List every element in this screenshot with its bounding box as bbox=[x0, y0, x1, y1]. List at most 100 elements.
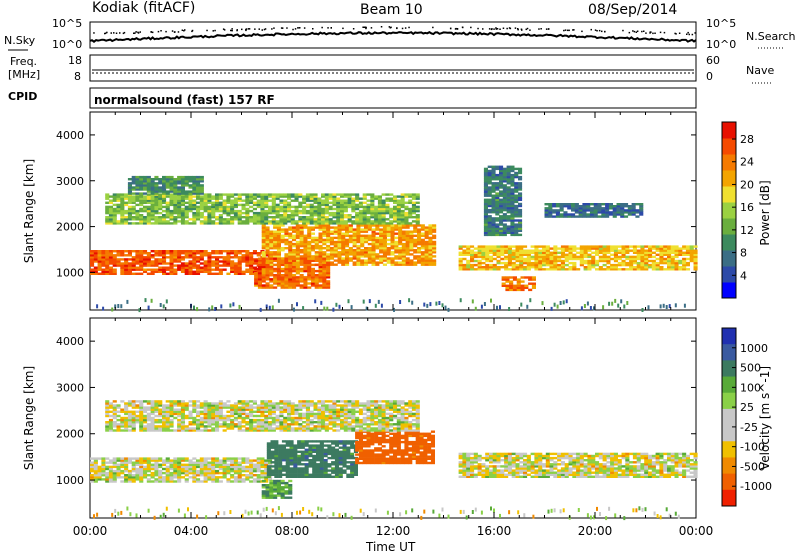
velocity-echo-cell bbox=[97, 467, 102, 471]
power-echo-cell bbox=[502, 180, 507, 183]
velocity-echo-cell bbox=[245, 461, 250, 464]
power-echo-cell bbox=[381, 214, 386, 217]
power-echo-cell bbox=[400, 199, 405, 202]
power-echo-cell bbox=[553, 249, 558, 252]
nsearch-dot bbox=[222, 28, 225, 30]
power-echo-cell bbox=[366, 209, 371, 213]
nsearch-dot bbox=[342, 27, 344, 30]
power-echo-cell bbox=[366, 220, 371, 223]
power-colorbar-frame bbox=[721, 121, 737, 299]
power-echo-cell bbox=[487, 165, 492, 168]
power-echo-cell bbox=[90, 268, 95, 271]
velocity-echo-cell bbox=[358, 443, 363, 446]
power-echo-cell bbox=[290, 214, 295, 217]
power-echo-cell bbox=[487, 229, 492, 232]
velocity-echo-cell bbox=[342, 465, 347, 468]
power-echo-cell bbox=[112, 272, 117, 275]
power-echo-cell bbox=[601, 211, 606, 214]
power-echo-cell bbox=[233, 252, 238, 255]
power-echo-cell bbox=[169, 222, 174, 225]
velocity-echo-cell bbox=[120, 465, 125, 469]
power-echo-cell bbox=[510, 167, 515, 171]
power-echo-cell bbox=[518, 192, 523, 195]
velocity-echo-cell bbox=[319, 456, 324, 460]
velocity-echo-cell bbox=[350, 463, 355, 466]
power-echo-cell bbox=[381, 211, 386, 215]
power-echo-cell bbox=[548, 205, 553, 208]
power-echo-cell bbox=[639, 205, 644, 208]
power-echo-cell bbox=[659, 247, 664, 250]
date-title: 08/Sep/2014 bbox=[588, 2, 677, 18]
power-echo-cell bbox=[337, 244, 342, 248]
power-echo-cell bbox=[574, 209, 579, 212]
power-echo-cell bbox=[371, 259, 376, 262]
power-echo-cell bbox=[518, 202, 523, 206]
power-echo-cell bbox=[146, 197, 151, 200]
velocity-echo-cell bbox=[323, 450, 328, 453]
velocity-echo-cell bbox=[319, 465, 324, 468]
power-echo-cell bbox=[135, 214, 140, 217]
power-echo-cell bbox=[499, 215, 504, 218]
power-echo-cell bbox=[337, 251, 342, 254]
power-ytick-label: 4000 bbox=[56, 129, 84, 142]
velocity-echo-cell bbox=[334, 450, 339, 453]
power-echo-cell bbox=[473, 268, 478, 271]
power-echo-cell bbox=[496, 247, 501, 250]
power-noise-cell bbox=[626, 301, 629, 305]
power-echo-cell bbox=[298, 193, 303, 196]
power-echo-cell bbox=[519, 251, 524, 254]
power-echo-cell bbox=[534, 261, 539, 265]
power-echo-cell bbox=[500, 266, 505, 269]
power-echo-cell bbox=[283, 214, 288, 217]
power-echo-cell bbox=[116, 197, 121, 200]
power-echo-cell bbox=[636, 253, 641, 256]
power-echo-cell bbox=[317, 203, 322, 207]
power-echo-cell bbox=[487, 233, 492, 237]
power-echo-cell bbox=[393, 209, 398, 213]
velocity-echo-cell bbox=[143, 459, 148, 462]
power-echo-cell bbox=[593, 209, 598, 212]
power-echo-cell bbox=[245, 201, 250, 204]
power-echo-cell bbox=[555, 215, 560, 218]
power-echo-cell bbox=[636, 249, 641, 252]
power-echo-cell bbox=[275, 205, 280, 209]
power-echo-cell bbox=[377, 211, 382, 215]
power-echo-cell bbox=[173, 182, 178, 185]
velocity-echo-cell bbox=[256, 459, 261, 462]
velocity-echo-cell bbox=[353, 467, 358, 470]
power-echo-cell bbox=[398, 242, 403, 246]
velocity-echo-cell bbox=[308, 446, 313, 449]
power-echo-cell bbox=[146, 260, 151, 263]
velocity-echo-cell bbox=[308, 475, 313, 478]
velocity-echo-cell bbox=[150, 465, 155, 469]
power-echo-cell bbox=[489, 266, 494, 269]
power-echo-cell bbox=[571, 205, 576, 208]
power-echo-cell bbox=[356, 247, 361, 250]
power-echo-cell bbox=[146, 186, 151, 189]
velocity-echo-cell bbox=[154, 461, 159, 464]
velocity-echo-cell bbox=[338, 450, 343, 453]
power-echo-cell bbox=[108, 262, 113, 265]
velocity-echo-cell bbox=[143, 474, 148, 477]
station-title: Kodiak (fitACF) bbox=[92, 0, 195, 16]
power-echo-cell bbox=[485, 266, 490, 269]
power-echo-cell bbox=[511, 251, 516, 254]
power-echo-cell bbox=[207, 260, 212, 263]
power-echo-cell bbox=[139, 175, 144, 179]
power-echo-cell bbox=[154, 192, 159, 195]
velocity-echo-cell bbox=[256, 461, 261, 464]
power-echo-cell bbox=[280, 274, 285, 277]
power-echo-cell bbox=[415, 209, 420, 213]
power-echo-cell bbox=[158, 190, 163, 193]
velocity-echo-cell bbox=[338, 446, 343, 449]
nsearch-dot bbox=[581, 30, 583, 33]
velocity-echo-cell bbox=[355, 449, 360, 452]
power-echo-cell bbox=[360, 244, 365, 248]
velocity-echo-cell bbox=[358, 445, 363, 448]
power-echo-cell bbox=[90, 262, 95, 265]
power-echo-cell bbox=[340, 201, 345, 204]
power-echo-cell bbox=[333, 226, 338, 229]
power-echo-cell bbox=[173, 190, 178, 193]
power-echo-cell bbox=[173, 205, 178, 209]
power-echo-cell bbox=[379, 242, 384, 246]
